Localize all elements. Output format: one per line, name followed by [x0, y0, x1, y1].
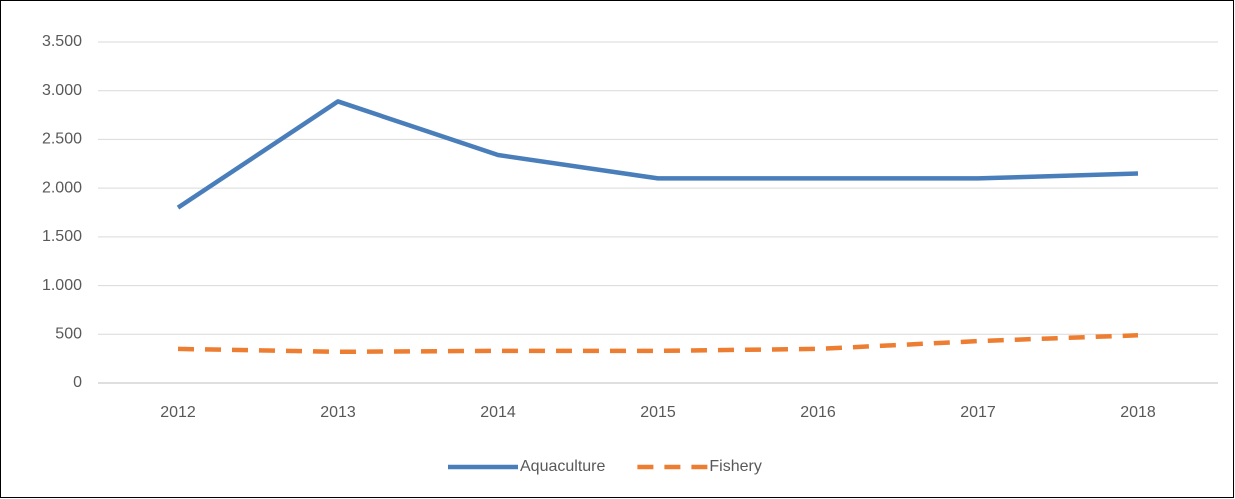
y-tick-label: 500: [55, 326, 82, 343]
x-tick-label: 2013: [320, 404, 356, 421]
legend-label: Aquaculture: [520, 458, 605, 475]
x-tick-label: 2016: [800, 404, 836, 421]
y-tick-label: 1.000: [42, 277, 82, 294]
x-tick-label: 2017: [960, 404, 996, 421]
y-tick-label: 2.000: [42, 179, 82, 196]
y-tick-label: 3.500: [42, 33, 82, 50]
x-tick-label: 2018: [1120, 404, 1156, 421]
series-line: [176, 99, 1139, 210]
x-tick-label: 2012: [160, 404, 196, 421]
y-tick-label: 1.500: [42, 228, 82, 245]
legend-label: Fishery: [709, 458, 761, 475]
y-tick-label: 2.500: [42, 131, 82, 148]
x-tick-label: 2015: [640, 404, 676, 421]
x-tick-label: 2014: [480, 404, 516, 421]
y-tick-label: 0: [73, 374, 82, 391]
y-tick-label: 3.000: [42, 82, 82, 99]
